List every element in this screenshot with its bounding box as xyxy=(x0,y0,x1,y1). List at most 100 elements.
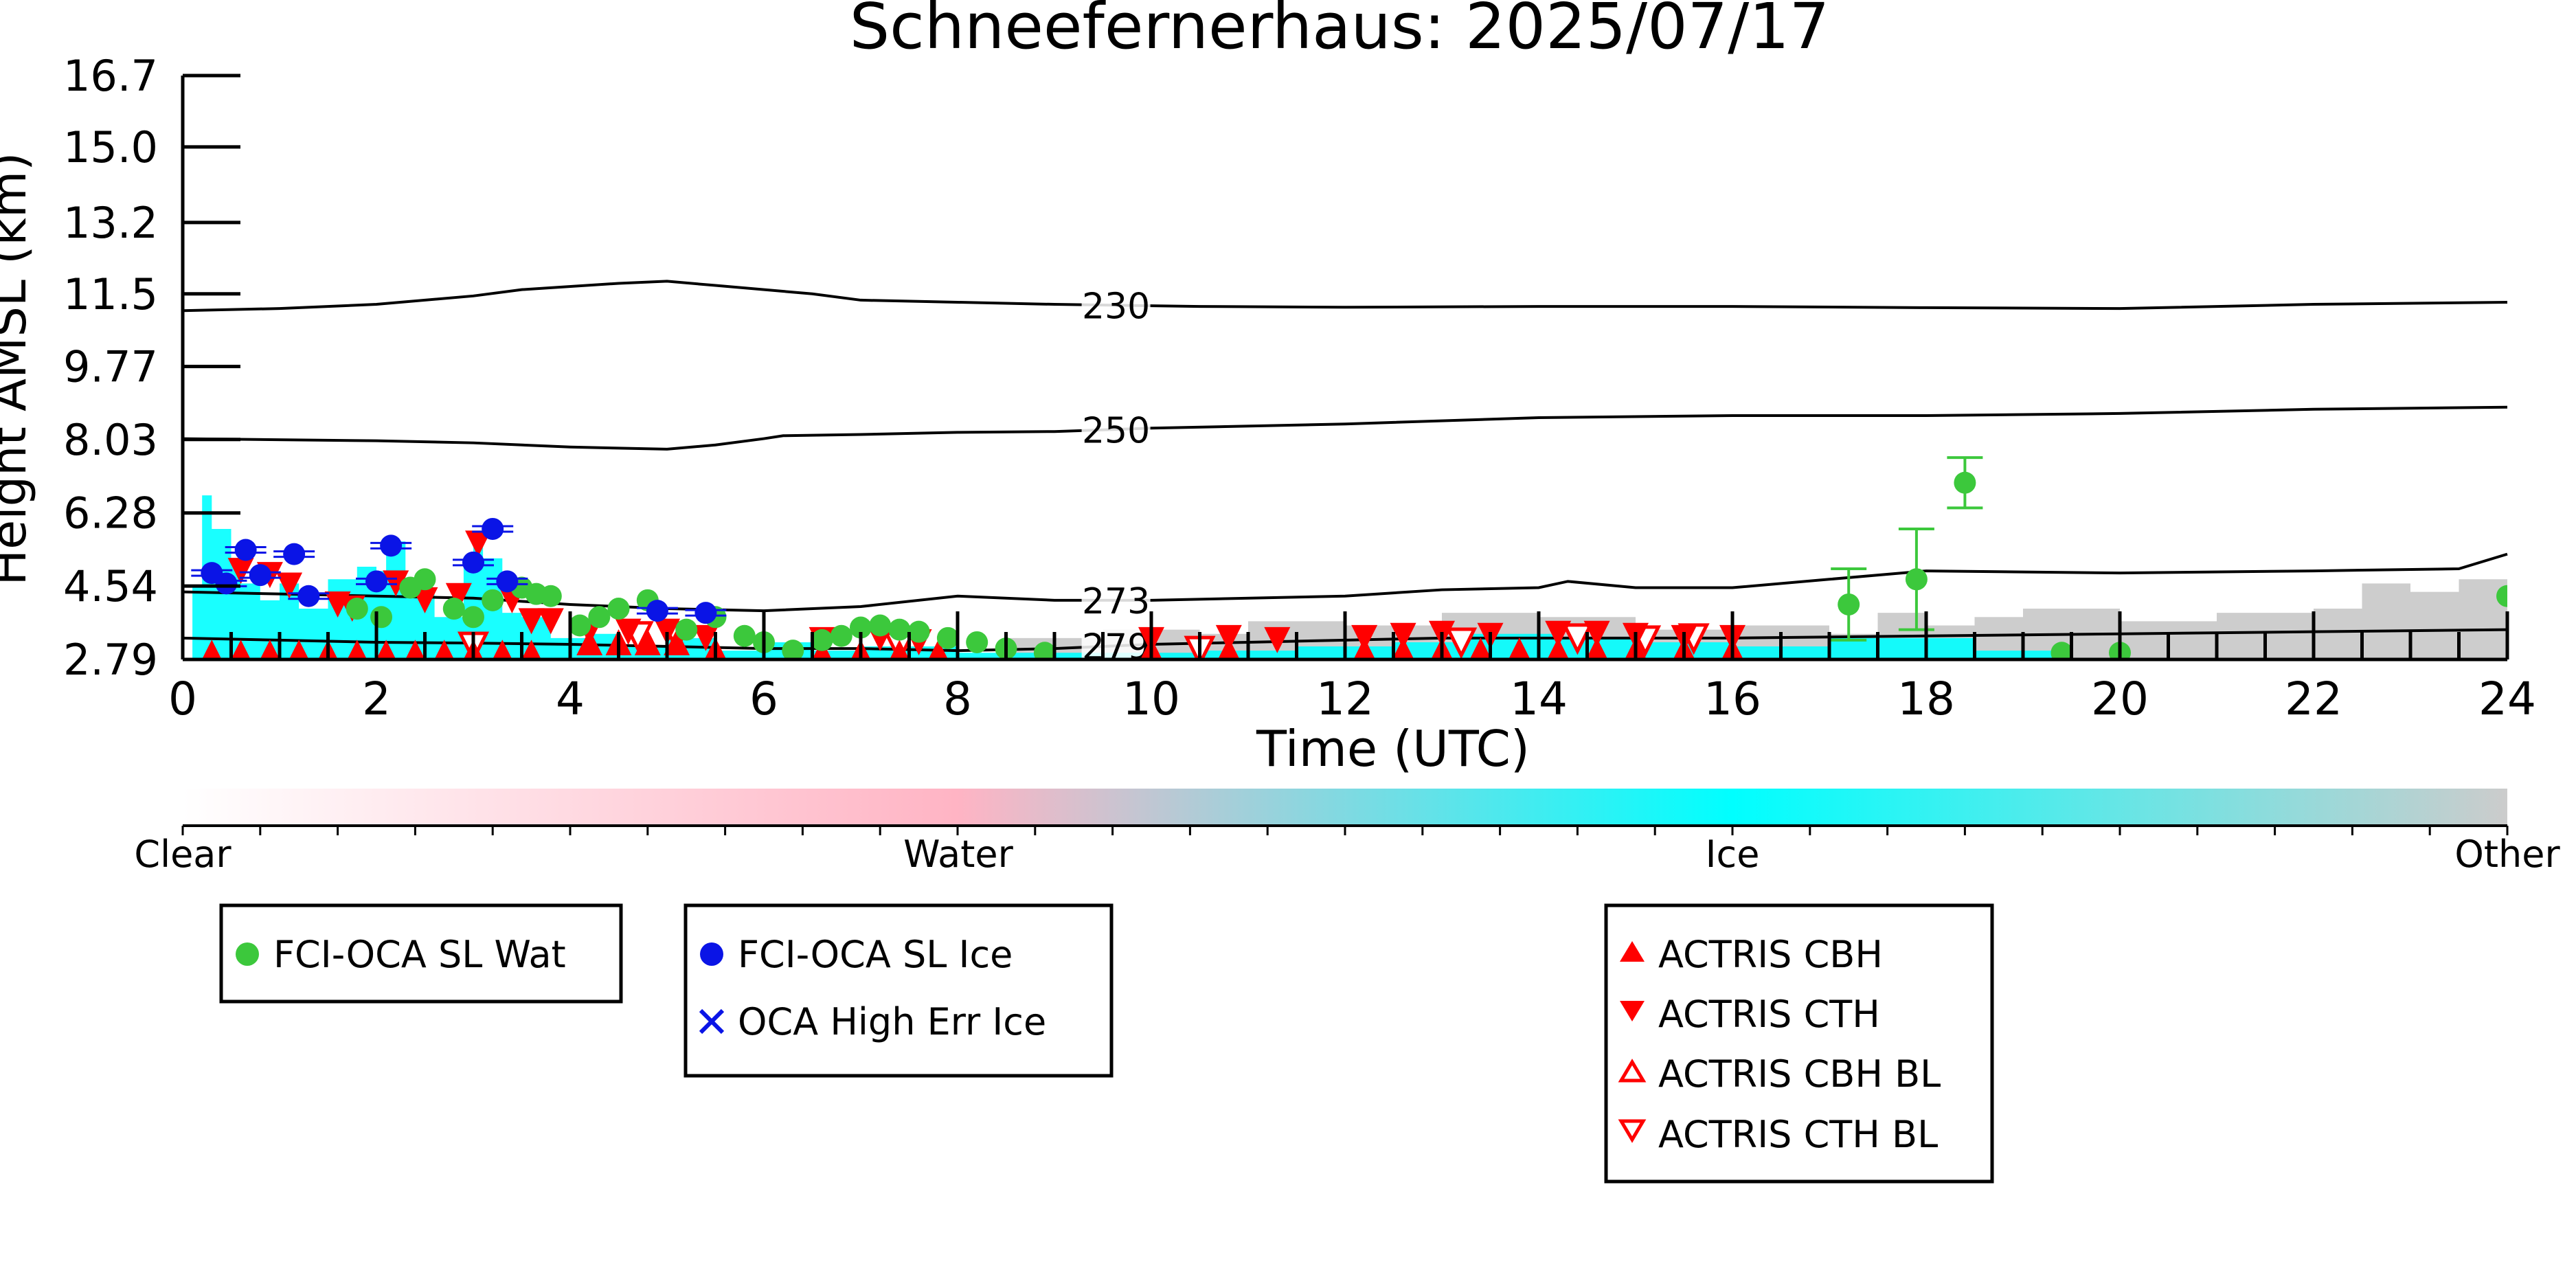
x-tick-label: 18 xyxy=(1897,673,1955,725)
point-fci-oca-sl-wat xyxy=(607,598,630,620)
point-fci-oca-sl-ice xyxy=(380,534,403,557)
x-tick-label: 10 xyxy=(1122,673,1180,725)
point-actris-cbh xyxy=(890,640,909,659)
point-actris-cth xyxy=(465,530,492,557)
point-fci-oca-sl-ice xyxy=(215,572,238,595)
point-fci-oca-sl-wat xyxy=(1954,471,1976,494)
legend-marker-fci-ice xyxy=(700,942,723,966)
point-actris-cbh xyxy=(260,640,280,659)
legend-label-actris-cbh-bl: ACTRIS CBH BL xyxy=(1658,1052,1941,1096)
point-actris-cth xyxy=(1264,626,1291,653)
colorbar-label-other: Other xyxy=(2454,833,2560,876)
point-fci-oca-sl-ice xyxy=(234,539,257,561)
point-fci-oca-sl-wat xyxy=(588,606,611,629)
point-fci-oca-sl-wat xyxy=(782,640,804,659)
y-tick-label: 6.28 xyxy=(63,488,158,539)
contour-line-230 xyxy=(182,280,2508,313)
retrieval-points xyxy=(191,456,2507,659)
legend-frame xyxy=(1604,903,1994,1184)
contour-label-279: 279 xyxy=(1082,626,1150,668)
point-actris-cth xyxy=(615,618,642,645)
point-actris-cth xyxy=(654,618,680,645)
y-tick-label: 11.5 xyxy=(63,269,158,319)
point-actris-cth xyxy=(1351,624,1378,651)
point-actris-cth xyxy=(1583,620,1610,647)
point-actris-cbh xyxy=(347,640,368,659)
x-tick-label: 6 xyxy=(749,673,778,725)
point-actris-cbh xyxy=(1547,637,1570,659)
legend-label-actris-cbh: ACTRIS CBH xyxy=(1658,933,1883,976)
contour-line-250 xyxy=(182,405,2508,451)
point-fci-oca-sl-wat xyxy=(1838,593,1860,615)
point-actris-cth xyxy=(276,572,303,599)
point-fci-oca-sl-wat xyxy=(888,618,911,641)
point-fci-oca-sl-wat xyxy=(811,629,833,651)
legend-marker-actris-cbh xyxy=(1620,941,1645,962)
legend-fci-ice: FCI-OCA SL Ice OCA High Err Ice xyxy=(683,903,1114,1078)
y-tick-label: 15.0 xyxy=(63,122,158,172)
legend-frame xyxy=(683,903,1114,1078)
x-tick-label: 12 xyxy=(1316,673,1374,725)
point-actris-cbh xyxy=(664,629,690,655)
x-tick-label: 24 xyxy=(2478,673,2536,725)
legend-label-oca-high-err-ice: OCA High Err Ice xyxy=(738,1000,1046,1043)
contour-label-bg xyxy=(1081,580,1151,617)
point-actris-cth xyxy=(1215,624,1242,651)
y-tick-label: 9.77 xyxy=(63,341,158,392)
legend-frame xyxy=(219,903,623,1004)
point-actris-cbh xyxy=(1508,637,1530,659)
point-fci-oca-sl-wat xyxy=(850,616,872,639)
colorbar-label-water: Water xyxy=(903,833,1013,876)
x-tick-label: 8 xyxy=(943,673,972,725)
point-actris-cbh xyxy=(1585,637,1608,659)
chart-title: Schneefernerhaus: 2025/07/17 xyxy=(850,0,1830,63)
contour-label-bg xyxy=(1081,286,1151,322)
legend-label-actris-cth-bl: ACTRIS CTH BL xyxy=(1658,1113,1938,1156)
point-actris-cth xyxy=(1390,622,1416,649)
point-fci-oca-sl-ice xyxy=(646,600,668,622)
point-actris-cth xyxy=(227,558,254,585)
point-fci-oca-sl-ice xyxy=(482,517,504,540)
point-fci-oca-sl-ice xyxy=(462,551,484,574)
point-fci-oca-sl-wat xyxy=(539,585,562,607)
point-actris-cth xyxy=(518,608,545,635)
contour-label-bg xyxy=(1081,410,1151,447)
x-tick-label: 22 xyxy=(2285,673,2342,725)
point-actris-cth-bl xyxy=(1445,627,1478,659)
point-fci-oca-sl-wat xyxy=(733,624,756,647)
y-tick-label: 2.79 xyxy=(63,635,158,685)
legend-marker-actris-cth xyxy=(1620,1001,1645,1021)
y-tick-label: 13.2 xyxy=(63,198,158,248)
legend-marker-actris-cbh-bl xyxy=(1618,1059,1647,1083)
point-fci-oca-sl-wat xyxy=(830,624,852,647)
point-actris-cbh xyxy=(289,640,309,659)
point-fci-oca-sl-ice xyxy=(496,570,519,593)
x-tick-label: 20 xyxy=(2091,673,2149,725)
point-fci-oca-sl-wat xyxy=(675,618,698,641)
point-actris-cbh xyxy=(634,629,661,655)
point-fci-oca-sl-ice xyxy=(694,602,717,624)
legend-label-fci-ice: FCI-OCA SL Ice xyxy=(738,933,1013,976)
legend-label-fci-water: FCI-OCA SL Wat xyxy=(273,933,566,976)
point-fci-oca-sl-wat xyxy=(346,598,368,620)
colorbar-label-clear: Clear xyxy=(134,833,231,876)
x-tick-label: 0 xyxy=(168,673,197,725)
point-actris-cth xyxy=(445,583,472,609)
point-actris-cbh xyxy=(376,640,396,659)
y-tick-label: 16.7 xyxy=(63,51,158,101)
y-axis-label: Height AMSL (km) xyxy=(0,152,37,586)
legend-marker-fci-water xyxy=(236,942,259,966)
point-fci-oca-sl-wat xyxy=(907,620,930,643)
point-actris-cth xyxy=(1545,620,1572,647)
contour-label-250: 250 xyxy=(1082,410,1150,451)
point-actris-cbh xyxy=(405,640,425,659)
point-fci-oca-sl-wat xyxy=(1905,568,1928,591)
point-fci-oca-sl-wat xyxy=(2496,585,2507,607)
point-fci-oca-sl-wat xyxy=(569,614,591,637)
phase-colorbar: Clear Water Ice Other xyxy=(134,789,2560,876)
point-actris-cbh xyxy=(231,640,251,659)
point-actris-cbh xyxy=(492,640,512,659)
point-actris-cbh xyxy=(434,640,455,659)
